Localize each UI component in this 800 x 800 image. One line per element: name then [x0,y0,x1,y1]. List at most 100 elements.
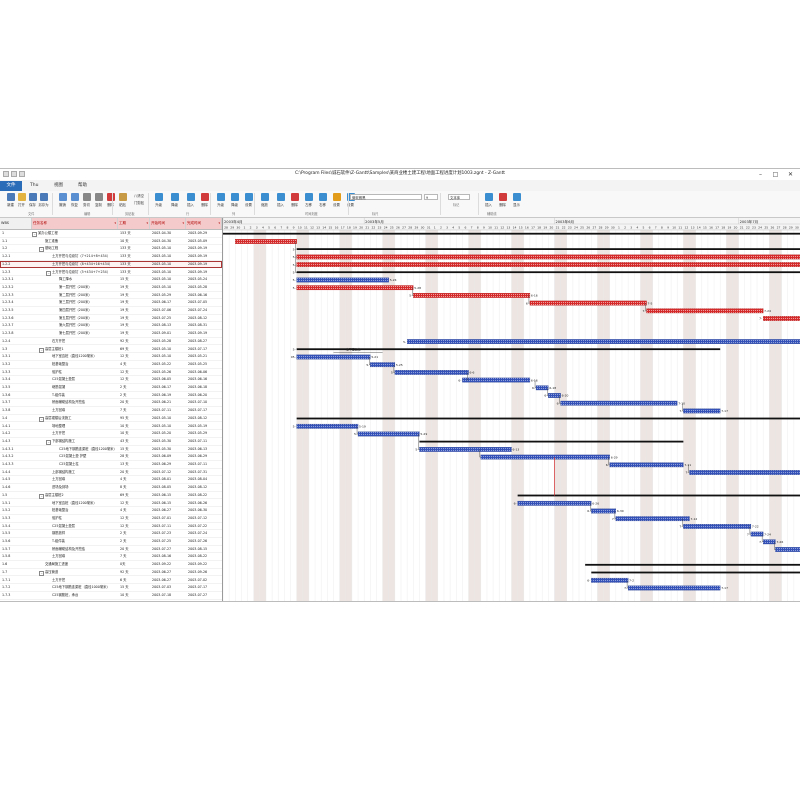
table-row[interactable]: 1.5 高层主楼桩2 69 天 2003-06-15 2003-08-22 − [0,492,222,500]
ribbon-button-12[interactable]: 插入 [184,193,197,207]
table-row[interactable]: 1.4.3.3 C25混凝土柱 13 天 2003-06-29 2003-07-11 [0,461,222,469]
tab-help[interactable]: 帮助 [78,183,87,188]
collapse-icon[interactable]: − [39,416,44,422]
table-row[interactable]: 1.5.7 桥面辅助结构及开挖结 20 天 2003-07-27 2003-08-15 [0,546,222,554]
table-row[interactable]: 1.1 施工准备 10 天 2003-04-30 2003-05-09 [0,238,222,246]
close-icon[interactable]: ✕ [787,171,794,178]
clear-label[interactable]: 八清空 [133,194,145,198]
ribbon-button-8[interactable]: 删除 [104,193,117,207]
table-row[interactable]: 1.2.3.2 第一层开挖（200米） 19 天 2003-05-10 2003-05-… [0,284,222,292]
table-row[interactable]: 1.4.5 土方回填 4 天 2003-08-01 2003-08-04 [0,476,222,485]
table-row[interactable]: 1.7 高压管道 92 天 2003-06-27 2003-09-26 − [0,569,222,577]
table-row[interactable]: 1.2.3.3 第二层开挖（200米） 19 天 2003-05-29 2003-06-… [0,292,222,300]
collapse-icon[interactable]: − [32,232,37,237]
ribbon-button-10[interactable]: 升级 [152,193,165,207]
table-row[interactable]: 1.4.3.1 C25地下钢筋连梁桩（直径1200毫米） 15 天 2003-05-3… [0,446,222,454]
ribbon-button-24[interactable]: 插入 [482,193,495,207]
font-name-box[interactable]: 微软雅黑 [350,194,422,200]
table-row[interactable]: 1.3.7 桥面辅助结构及开挖结 20 天 2003-06-21 2003-07-10 [0,399,222,408]
table-row[interactable]: 1.5.8 土方回填 7 天 2003-08-16 2003-08-22 [0,553,222,562]
col-duration[interactable]: 工期 [118,218,150,229]
table-row[interactable]: 1.5.2 桩基础整治 4 天 2003-06-27 2003-06-30 [0,507,222,515]
table-row[interactable]: 1.3 高层主楼桩1 69 天 2003-05-10 2003-07-17 − [0,346,222,354]
clip-label[interactable]: 门剪贴 [133,201,145,205]
table-row[interactable]: 1.4 高层裙楼后浇施工 95 天 2003-05-10 2003-08-12 − [0,415,222,423]
table-row[interactable]: 1.3.3 验护柱 12 天 2003-05-26 2003-06-06 [0,369,222,377]
ribbon-button-16[interactable]: 设置 [242,193,255,207]
table-row[interactable]: 1.2.3.6 第五层开挖（200米） 19 天 2003-07-25 2003-08-… [0,315,222,323]
table-row[interactable]: 1.3.4 C25混凝土垫层 12 天 2003-06-05 2003-06-16 [0,376,222,384]
col-task-name[interactable]: 任务名称 [32,218,118,229]
ribbon-button-15[interactable]: 降级 [228,193,241,207]
ribbon-button-3[interactable]: 另存为 [37,193,50,207]
ribbon-button-25[interactable]: 删除 [496,193,509,207]
table-row[interactable]: 1.3.2 桩基础整治 4 天 2003-05-22 2003-05-25 [0,361,222,369]
table-row[interactable]: 1.2.3.7 第六层开挖（200米） 19 天 2003-08-13 2003-08-… [0,322,222,331]
maximize-icon[interactable]: □ [772,171,779,178]
table-row[interactable]: 1.5.6 T-组件装 2 天 2003-07-25 2003-07-26 [0,538,222,546]
undo-icon[interactable] [11,171,17,177]
style-box[interactable]: 文本体 [448,194,470,200]
ribbon-button-6[interactable]: 剪切 [80,193,93,207]
table-row[interactable]: 1.3.1 地下室边桩（直径1200毫米） 12 天 2003-05-10 2003-0… [0,353,222,361]
col-start[interactable]: 开始时间 [150,218,186,229]
ribbon-button-19[interactable]: 删除 [288,193,301,207]
collapse-icon[interactable]: − [46,439,51,445]
collapse-icon[interactable]: − [39,493,44,499]
table-row[interactable]: 1.5.1 地下室边桩（直径1200毫米） 12 天 2003-06-15 2003-0… [0,500,222,508]
collapse-icon[interactable]: − [39,247,44,253]
collapse-icon[interactable]: − [46,270,51,276]
ribbon-button-9[interactable]: 粘贴 [116,193,129,207]
table-row[interactable]: 1.2.3.5 第四层开挖（200米） 19 天 2003-07-06 2003-07-… [0,307,222,315]
table-row[interactable]: 1.7.3 C25钢筋桩，承台 10 天 2003-07-18 2003-07-27 [0,592,222,600]
save-icon[interactable] [3,171,9,177]
table-row[interactable]: 1.4.4 上部钢结构施工 20 天 2003-07-12 2003-07-31 [0,469,222,477]
ribbon-button-11[interactable]: 降级 [168,193,181,207]
table-row[interactable]: 1.5.4 C25混凝土垫层 12 天 2003-07-11 2003-07-22 [0,523,222,531]
ribbon-button-0[interactable]: 新建 [4,193,17,207]
ribbon-button-2[interactable]: 保存 [26,193,39,207]
ribbon-button-22[interactable]: 设置 [330,193,343,207]
table-row[interactable]: 1.4.3.2 C25混凝土垫 护壁 28 天 2003-06-09 2003-06-2… [0,453,222,461]
ribbon-button-4[interactable]: 撤销 [56,193,69,207]
table-row[interactable]: 1.3.8 土方回填 7 天 2003-07-11 2003-07-17 [0,407,222,415]
ribbon-button-14[interactable]: 升级 [214,193,227,207]
table-row[interactable]: 1.2.3.4 第三层开挖（200米） 19 天 2003-06-17 2003-07-… [0,299,222,307]
table-row[interactable]: 1.4.1 场地整理 10 天 2003-05-10 2003-05-19 [0,423,222,431]
ribbon-button-13[interactable]: 删除 [198,193,211,207]
collapse-icon[interactable]: − [39,570,44,576]
ribbon-button-1[interactable]: 打开 [15,193,28,207]
table-row[interactable]: 1.5.5 钢筋放样 2 天 2003-07-23 2003-07-24 [0,530,222,538]
table-row[interactable]: 1.2.3 土方开挖与垃圾钉（5+434+7+234） 133 天 2003-05-1… [0,269,222,277]
ribbon-button-20[interactable]: 左移 [302,193,315,207]
table-row[interactable]: 1.3.5 继筋混凝 2 天 2003-06-17 2003-06-18 [0,384,222,392]
table-row[interactable]: 1.6 交通局施工进度 0天 2003-09-22 2003-09-22 [0,561,222,569]
ribbon-button-7[interactable]: 复制 [92,193,105,207]
redo-icon[interactable] [19,171,25,177]
table-row[interactable]: 1.2 基础工程 133 天 2003-05-10 2003-09-19 − [0,245,222,254]
col-wbs[interactable]: WBS [0,218,32,229]
collapse-icon[interactable]: − [39,347,44,353]
tab-file[interactable]: 文件 [0,181,22,191]
ribbon-button-17[interactable]: 缩放 [258,193,271,207]
table-row[interactable]: 1.2.3.1 降工降水 15 天 2003-05-10 2003-05-24 [0,276,222,284]
table-row[interactable]: 1.2.4 石方开挖 92 天 2003-05-28 2003-08-27 [0,338,222,346]
tab-view[interactable]: 视图 [54,183,63,188]
table-row[interactable]: 1.2.3.8 第七层开挖（200米） 19 天 2003-09-01 2003-09-… [0,330,222,338]
ribbon-button-26[interactable]: 显示 [510,193,523,207]
table-row[interactable]: 1.5.3 验护柱 12 天 2003-07-01 2003-07-12 [0,515,222,523]
table-row[interactable]: 1.2.1 土方开挖与垃圾钉（7+214+8+434） 133 天 2003-05-1… [0,253,222,261]
table-row[interactable]: 1.4.2 土方开挖 10 天 2003-05-20 2003-05-29 [0,430,222,438]
table-row[interactable]: 1.7.2 C25地下钢筋连梁桩（直径1000毫米） 15 天 2003-07-03 2… [0,584,222,592]
font-size-box[interactable]: 9 [424,194,438,200]
table-row[interactable]: 1.3.6 T-组件装 2 天 2003-06-19 2003-06-20 [0,392,222,400]
minimize-icon[interactable]: – [759,171,762,178]
table-row[interactable]: 1.7.1 土方开挖 6 天 2003-06-27 2003-07-02 [0,577,222,585]
tab-thu[interactable]: Thu [30,183,39,188]
table-row[interactable]: 1.4.3 下部钢结构施工 43 天 2003-05-30 2003-07-11 − [0,438,222,446]
table-row[interactable]: 1.4.6 进场及到场 8 天 2003-08-05 2003-08-12 [0,484,222,492]
ribbon-button-21[interactable]: 右移 [316,193,329,207]
ribbon-button-18[interactable]: 插入 [274,193,287,207]
table-row[interactable]: 1.2.2 土方开挖与垃圾钉（8+434+16+434） 133 天 2003-05-… [0,260,222,269]
